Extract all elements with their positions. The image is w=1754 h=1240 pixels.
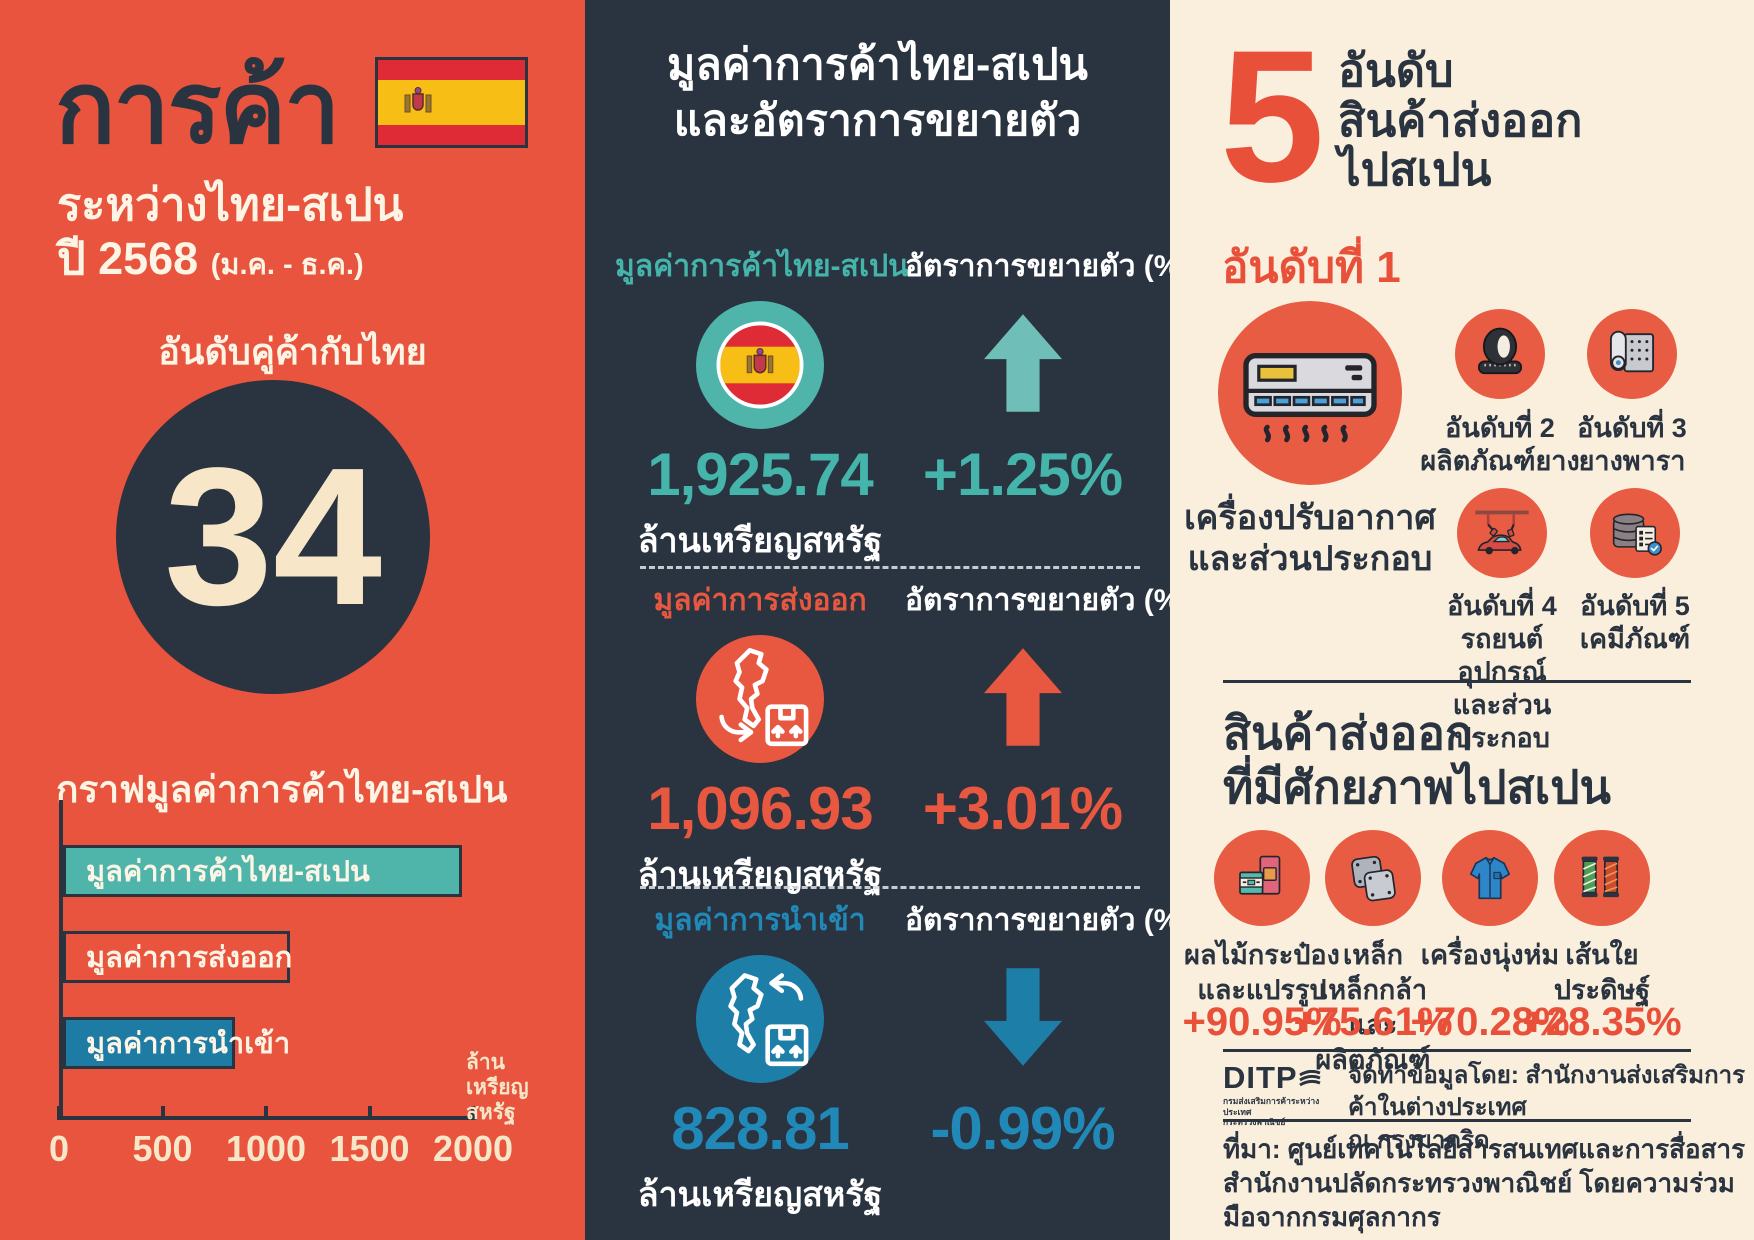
rank3-label: อันดับที่ 3 ยางพารา xyxy=(1577,413,1687,476)
dashed-divider xyxy=(640,566,1140,569)
kpi-unit: ล้านเหรียญสหรัฐ xyxy=(637,1176,883,1214)
rank2-label: อันดับที่ 2 ผลิตภัณฑ์ยาง xyxy=(1420,413,1580,476)
garment-shirt-icon xyxy=(1442,830,1538,926)
bar-total-trade: มูลค่าการค้าไทย-สเปน xyxy=(63,845,462,897)
fiber-spools-icon xyxy=(1554,830,1650,926)
kpi-growth-value: +3.01% xyxy=(922,775,1123,842)
kpi-unit: ล้านเหรียญสหรัฐ xyxy=(637,522,883,560)
kpi-total-trade: มูลค่าการค้าไทย-สเปน อัตราการขยายตัว (%) xyxy=(615,243,1191,567)
potential-exports-heading: สินค้าส่งออก ที่มีศักยภาพไปสเปน xyxy=(1223,707,1611,814)
trade-partner-rank-circle: 34 xyxy=(116,380,430,694)
kpi-imports: มูลค่าการนำเข้า อัตราการขยายตัว (%) xyxy=(615,897,1191,1221)
source-text: ที่มา: ศูนย์เทคโนโลยีสารสนเทศและการสื่อส… xyxy=(1223,1134,1746,1232)
spain-flag-icon xyxy=(375,57,528,148)
divider xyxy=(1223,1119,1691,1122)
bar-exports: มูลค่าการส่งออก xyxy=(63,931,293,983)
x-tick-label: 500 xyxy=(132,1128,193,1169)
left-panel: การค้า ระหว่างไทย-สเปน ปี 2568 (ม.ค. - ธ… xyxy=(0,0,585,1240)
rank5-label: อันดับที่ 5 เคมีภัณฑ์ xyxy=(1579,591,1691,654)
kpi-growth-value: +1.25% xyxy=(922,441,1123,508)
dashed-divider xyxy=(640,886,1140,889)
potential-item-name: เครื่องนุ่งห่ม xyxy=(1420,940,1560,970)
steel-plates-icon xyxy=(1325,830,1421,926)
x-tick-label: 0 xyxy=(48,1128,70,1169)
kpi-growth-value: -0.99% xyxy=(930,1095,1115,1162)
subtitle-line1: ระหว่างไทย-สเปน xyxy=(57,179,404,230)
subtitle-year: ปี 2568 xyxy=(57,233,199,284)
potential-item-growth: +70.28% xyxy=(1410,1000,1570,1044)
x-tick xyxy=(57,1106,61,1120)
kpi-panel: มูลค่าการค้าไทย-สเปน และอัตราการขยายตัว … xyxy=(585,0,1191,1240)
chart-title: กราฟมูลค่าการค้าไทย-สเปน xyxy=(56,769,508,810)
x-tick xyxy=(264,1106,268,1120)
growth-rate-label: อัตราการขยายตัว (%) xyxy=(905,250,1191,283)
top-exports-panel: 5 อันดับ สินค้าส่งออก ไปสเปน อันดับที่ 1 xyxy=(1170,0,1754,1240)
growth-rate-label: อัตราการขยายตัว (%) xyxy=(905,584,1191,617)
page-title: การค้า xyxy=(55,52,340,164)
arrow-up-icon xyxy=(983,313,1062,418)
kpi-value: 828.81 xyxy=(671,1095,850,1162)
trade-partner-rank-value: 34 xyxy=(163,427,382,646)
top-5-number: 5 xyxy=(1220,11,1325,221)
chemicals-icon xyxy=(1590,488,1680,578)
trade-value-bar-chart: มูลค่าการค้าไทย-สเปน มูลค่าการส่งออก มูล… xyxy=(49,800,529,1169)
kpi-value: 1,925.74 xyxy=(647,441,874,508)
x-tick-label: 1500 xyxy=(329,1128,410,1169)
kpi-label: มูลค่าการส่งออก xyxy=(653,584,867,617)
potential-item-name: เส้นใยประดิษฐ์ xyxy=(1553,940,1651,1006)
subtitle-period: (ม.ค. - ธ.ค.) xyxy=(210,249,364,281)
bar-label: มูลค่าการค้าไทย-สเปน xyxy=(86,856,370,888)
rank1-name: เครื่องปรับอากาศ และส่วนประกอบ xyxy=(1184,499,1436,578)
potential-item-growth: +28.35% xyxy=(1522,1000,1682,1044)
ditp-logo-text: DITP xyxy=(1223,1060,1298,1095)
kpi-label: มูลค่าการค้าไทย-สเปน xyxy=(615,250,909,283)
top-exports-heading: อันดับ สินค้าส่งออก ไปสเปน xyxy=(1338,45,1583,195)
arrow-up-icon xyxy=(983,647,1062,752)
chart-unit-note: ล้าน เหรียญ สหรัฐ xyxy=(466,1051,529,1125)
tire-icon xyxy=(1455,309,1545,399)
bar-label: มูลค่าการส่งออก xyxy=(86,942,293,974)
credit-text: จัดทำข้อมูลโดย: สำนักงานส่งเสริมการค้าใน… xyxy=(1348,1062,1745,1154)
potential-item-name: ผลไม้กระป๋อง และแปรรูป xyxy=(1184,940,1340,1006)
bar-imports: มูลค่าการนำเข้า xyxy=(63,1017,290,1069)
canned-fruit-icon xyxy=(1214,830,1310,926)
ditp-wave-icon xyxy=(1298,1069,1321,1087)
rank1-label: อันดับที่ 1 xyxy=(1222,243,1401,292)
air-conditioner-icon xyxy=(1218,301,1402,485)
thailand-export-icon xyxy=(696,635,824,763)
growth-rate-label: อัตราการขยายตัว (%) xyxy=(905,904,1191,937)
bar-label: มูลค่าการนำเข้า xyxy=(86,1028,291,1060)
kpi-exports: มูลค่าการส่งออก อัตราการขยายตัว (%) xyxy=(615,577,1191,901)
chart-y-axis xyxy=(59,800,63,1120)
x-tick xyxy=(471,1106,475,1120)
potential-item-growth: +75.61% xyxy=(1293,1000,1453,1044)
x-tick-label: 1000 xyxy=(225,1128,307,1169)
car-assembly-icon xyxy=(1457,488,1547,578)
arrow-down-icon xyxy=(983,967,1062,1072)
x-tick-label: 2000 xyxy=(432,1128,514,1169)
thailand-import-icon xyxy=(696,955,824,1083)
ditp-logo: DITP กรมส่งเสริมการค้าระหว่างประเทศ กระท… xyxy=(1223,1062,1338,1128)
ditp-tagline: กรมส่งเสริมการค้าระหว่างประเทศ กระทรวงพา… xyxy=(1223,1096,1320,1128)
kpi-heading: มูลค่าการค้าไทย-สเปน และอัตราการขยายตัว xyxy=(667,41,1088,145)
kpi-label: มูลค่าการนำเข้า xyxy=(654,904,866,937)
spain-flag-round-icon xyxy=(696,301,824,429)
x-tick xyxy=(160,1106,165,1120)
subtitle-line2: ปี 2568 (ม.ค. - ธ.ค.) xyxy=(57,222,364,294)
kpi-unit: ล้านเหรียญสหรัฐ xyxy=(637,856,883,894)
divider xyxy=(1223,680,1691,683)
rubber-sheet-roll-icon xyxy=(1587,309,1677,399)
kpi-value: 1,096.93 xyxy=(647,775,874,842)
divider xyxy=(1223,1049,1691,1052)
x-tick xyxy=(367,1106,372,1120)
potential-item-growth: +90.95% xyxy=(1182,1000,1342,1044)
chart-x-axis xyxy=(59,1116,477,1120)
trade-partner-rank-label: อันดับคู่ค้ากับไทย xyxy=(158,331,427,372)
